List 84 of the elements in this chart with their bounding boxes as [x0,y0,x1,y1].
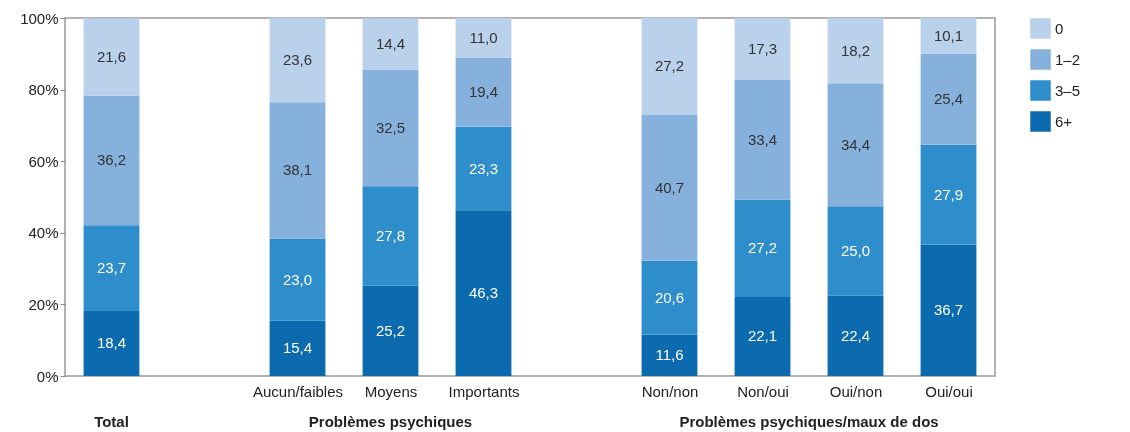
data-label: 27,8 [375,227,406,245]
data-label: 23,6 [282,50,313,68]
data-label: 36,2 [96,151,127,169]
bar [362,186,419,286]
y-tick-label: 60% [28,152,59,170]
bar [734,18,791,80]
x-tick-label: Importants [448,382,520,400]
text: Problèmes psychiques/maux de dos [679,413,939,430]
data-label: 46,3 [468,284,499,302]
data-label: 23,3 [468,159,499,177]
bar [362,285,419,376]
bar [83,18,140,96]
bar [83,95,140,226]
data-label: 27,2 [747,239,778,257]
data-label: 27,2 [654,57,685,75]
data-label: 25,4 [933,90,964,108]
bar [455,57,512,127]
x-tick-label: Aucun/faibles [252,382,344,400]
bar [641,260,698,335]
text: Problèmes psychiques [308,413,473,430]
data-label: 10,1 [933,26,964,44]
data-label: 32,5 [375,119,406,137]
y-tick-label: 40% [28,224,59,242]
data-label: 21,6 [96,48,127,66]
legend-label: 6+ [1055,112,1073,130]
data-label: 11,6 [655,346,684,364]
bar [734,296,791,376]
data-label: 40,7 [654,178,685,196]
bar [920,17,977,54]
bar [827,295,884,376]
bar [269,102,326,239]
bar [920,53,977,145]
data-label: 17,3 [747,39,778,57]
bar [641,17,698,116]
x-tick-label: Oui/non [829,382,883,400]
y-tick-label: 80% [28,81,59,99]
data-label: 19,4 [468,83,499,101]
bar [269,320,326,376]
data-label: 25,0 [840,242,871,260]
data-label: 33,4 [747,130,778,148]
bar [641,115,698,261]
data-label: 38,1 [282,161,313,179]
bar [734,79,791,200]
bar [83,310,140,376]
bar [827,83,884,207]
legend-label: 3–5 [1055,81,1081,99]
bar [83,225,140,311]
bar [827,206,884,296]
data-label: 18,2 [840,41,871,59]
data-label: 23,0 [282,270,313,288]
bar [269,238,326,321]
data-label: 36,7 [933,301,964,319]
text: Total [94,413,129,430]
x-tick-label: Oui/oui [925,382,973,400]
x-tick-label: Non/non [641,382,699,400]
data-label: 22,1 [747,327,778,345]
x-tick-label: Non/oui [737,382,789,400]
x-tick-label: Moyens [364,382,418,400]
bar [641,334,698,376]
data-label: 34,4 [840,135,871,153]
data-label: 14,4 [375,35,406,53]
bar [920,244,977,376]
bar [827,18,884,84]
bar [455,18,512,58]
data-label: 18,4 [96,334,127,352]
bar [455,210,512,376]
bar [920,144,977,245]
y-tick-label: 0% [36,367,59,385]
bar [734,199,791,297]
y-tick-label: 20% [28,295,59,313]
data-label: 23,7 [96,258,127,276]
legend-label: 0 [1055,19,1064,37]
bar [362,69,419,187]
bar [269,17,326,103]
data-label: 22,4 [840,326,871,344]
bar [362,18,419,70]
legend-label: 1–2 [1055,50,1081,68]
bar [455,126,512,211]
data-label: 27,9 [933,185,964,203]
data-label: 25,2 [375,321,406,339]
data-label: 11,0 [469,28,498,46]
data-label: 20,6 [654,288,685,306]
y-tick-label: 100% [20,9,59,27]
data-label: 15,4 [282,339,313,357]
